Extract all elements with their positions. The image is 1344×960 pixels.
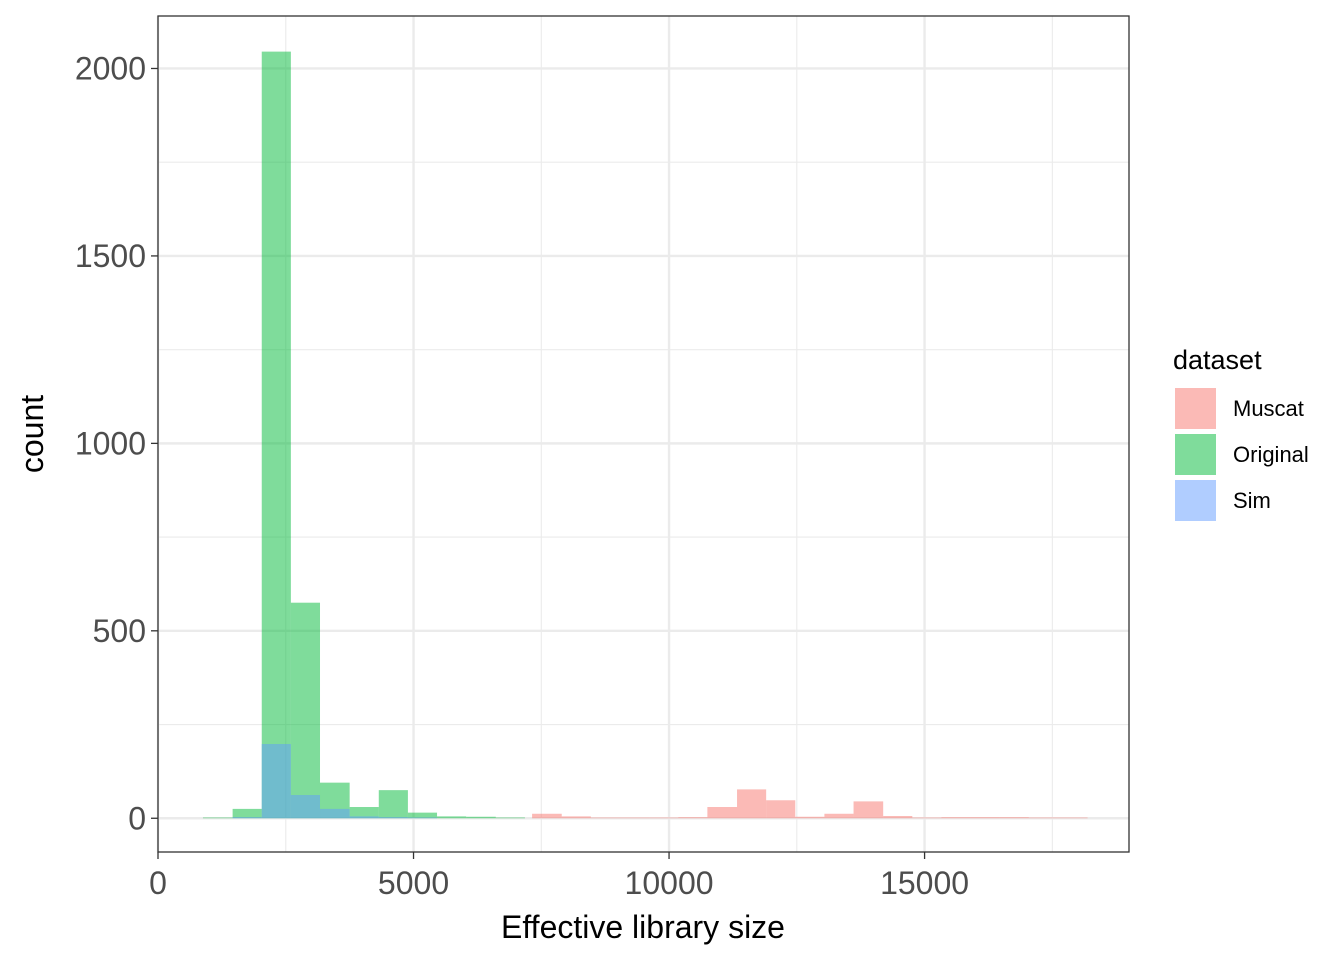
x-tick-label: 0 — [149, 865, 167, 901]
histogram-bar — [349, 816, 379, 819]
histogram-bar — [378, 817, 408, 819]
histogram-bar — [619, 817, 650, 819]
histogram-bar — [766, 800, 796, 819]
y-axis-title: count — [14, 395, 50, 473]
histogram-bar — [561, 816, 591, 819]
y-tick-label: 1000 — [75, 425, 146, 461]
legend-title: dataset — [1173, 345, 1262, 375]
histogram-bar — [466, 816, 496, 819]
histogram-bar — [853, 801, 884, 819]
histogram-bar — [407, 817, 438, 819]
x-tick-label: 10000 — [625, 865, 714, 901]
histogram-bar — [495, 817, 525, 819]
histogram-bar — [232, 817, 262, 819]
axes: 0 5000 10000 15000 0 500 1000 1500 2000 — [75, 50, 969, 901]
histogram-bar — [349, 807, 379, 819]
histogram-bar — [707, 807, 738, 819]
histogram-bar — [290, 795, 321, 819]
histogram-bar — [202, 817, 233, 819]
legend-item-original: Original — [1173, 432, 1309, 477]
histogram-bar — [1028, 817, 1059, 819]
histogram-bar — [590, 817, 620, 819]
histogram-bar — [678, 817, 708, 819]
y-tick-label: 0 — [128, 800, 146, 836]
x-tick-label: 15000 — [880, 865, 969, 901]
x-tick-label: 5000 — [378, 865, 449, 901]
histogram-bar — [999, 817, 1029, 819]
histogram-bar — [320, 808, 350, 819]
y-tick-label: 1500 — [75, 238, 146, 274]
plot-panel-border — [157, 15, 1130, 853]
histogram-bar — [407, 812, 438, 819]
legend-item-muscat: Muscat — [1173, 386, 1304, 431]
histogram-bar — [824, 813, 854, 819]
histogram-bar — [261, 51, 291, 819]
histogram-bars — [202, 51, 1088, 819]
series-muscat — [532, 789, 1088, 819]
histogram-bar — [795, 816, 825, 819]
histogram-bar — [437, 816, 467, 819]
legend-swatch — [1175, 434, 1216, 475]
legend-swatch — [1175, 388, 1216, 429]
histogram-bar — [232, 808, 262, 819]
histogram-bar — [532, 813, 562, 819]
legend: dataset Muscat Original Sim — [1173, 345, 1309, 523]
series-original — [202, 51, 525, 819]
histogram-bar — [290, 602, 321, 819]
legend-item-sim: Sim — [1173, 478, 1271, 523]
histogram-bar — [970, 817, 1000, 819]
legend-swatch — [1175, 480, 1216, 521]
histogram-bar — [261, 744, 291, 819]
legend-items: Muscat Original Sim — [1173, 386, 1309, 523]
histogram-bar — [883, 816, 913, 819]
legend-label: Muscat — [1233, 396, 1304, 421]
y-tick-label: 500 — [93, 613, 146, 649]
x-axis-title: Effective library size — [501, 909, 785, 945]
histogram-bar — [1058, 817, 1088, 819]
histogram-bar — [378, 790, 408, 819]
legend-label: Sim — [1233, 488, 1271, 513]
histogram-bar — [737, 789, 767, 819]
histogram-bar — [941, 817, 971, 819]
series-sim — [232, 744, 438, 819]
histogram-bar — [649, 817, 679, 819]
legend-label: Original — [1233, 442, 1309, 467]
histogram-bar — [912, 817, 942, 819]
y-tick-label: 2000 — [75, 50, 146, 86]
